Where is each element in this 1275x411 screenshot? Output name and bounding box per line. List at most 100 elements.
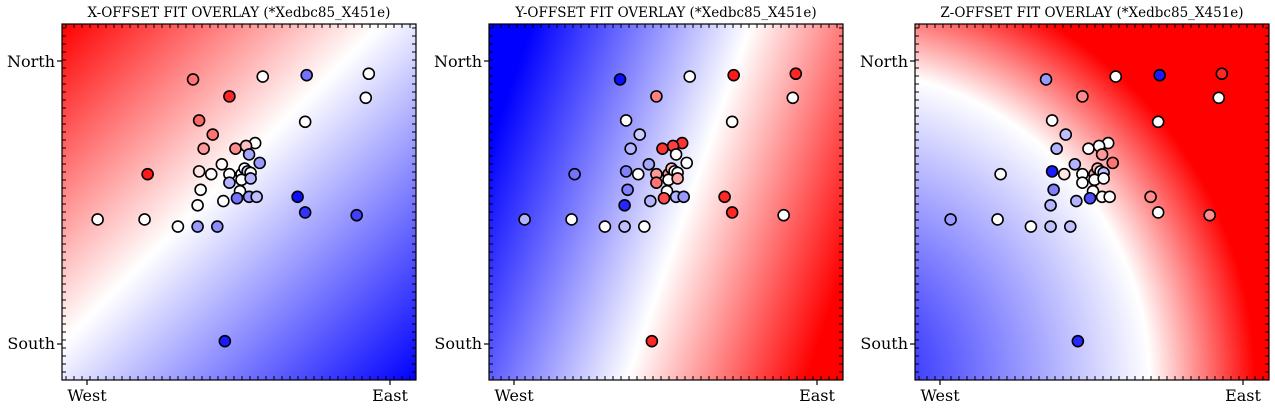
x-offset-point <box>138 213 151 226</box>
z-offset-point <box>1151 206 1165 219</box>
z-offset-point <box>1153 68 1166 82</box>
x-offset-point <box>91 213 104 226</box>
z-offset-point <box>1063 220 1077 233</box>
z-offset-frame <box>914 23 1270 381</box>
y-offset-point <box>618 199 631 212</box>
z-offset-point <box>991 213 1004 226</box>
y-offset-point <box>680 156 694 170</box>
x-offset-points <box>91 67 376 348</box>
z-offset-point <box>1203 208 1216 222</box>
x-offset-tick-south: South <box>7 334 55 353</box>
y-offset-tick-west: West <box>494 386 534 405</box>
y-offset-point <box>725 206 739 219</box>
z-offset-point <box>1076 90 1089 103</box>
x-offset-point <box>194 183 207 197</box>
y-offset-tick-east: East <box>799 386 835 405</box>
z-offset-point <box>1039 73 1053 86</box>
x-offset-ticks <box>57 24 416 385</box>
z-offset-point <box>1057 167 1071 181</box>
z-offset-ticks <box>910 24 1269 385</box>
y-offset-point <box>683 70 697 83</box>
x-offset-point <box>256 70 270 83</box>
z-offset-title: Z-OFFSET FIT OVERLAY (*Xedbc85_X451e) <box>940 5 1243 21</box>
x-offset-title: X-OFFSET FIT OVERLAY (*Xedbc85_X451e) <box>88 5 391 21</box>
y-offset-point <box>644 194 657 208</box>
y-offset-point <box>618 220 631 233</box>
z-offset-point <box>1068 157 1082 171</box>
x-offset-tick-west: West <box>67 386 107 405</box>
x-offset-tick-north: North <box>7 52 55 71</box>
x-offset-point <box>291 190 304 204</box>
z-offset-tick-south: South <box>860 334 908 353</box>
x-offset-point <box>359 91 373 105</box>
z-offset-point <box>1106 156 1120 170</box>
x-offset-point <box>204 167 218 181</box>
y-offset-point <box>568 167 581 181</box>
y-offset-point <box>631 167 645 181</box>
x-offset-point <box>186 73 200 86</box>
y-offset-point <box>645 334 659 348</box>
z-offset-point <box>1024 220 1038 233</box>
x-offset-point <box>350 208 363 222</box>
x-offset-frame <box>61 23 417 381</box>
z-offset-point <box>994 167 1007 181</box>
z-offset-tick-north: North <box>860 52 908 71</box>
y-offset-point <box>671 172 684 185</box>
x-offset-point <box>253 156 267 170</box>
z-offset-point <box>1103 190 1116 204</box>
x-offset-panel: X-OFFSET FIT OVERLAY (*Xedbc85_X451e) We… <box>7 5 417 405</box>
z-offset-point <box>1082 142 1095 156</box>
z-offset-point <box>1044 199 1057 212</box>
z-offset-point <box>1215 67 1229 81</box>
y-offset-point <box>642 157 656 171</box>
y-offset-point <box>619 114 633 127</box>
y-offset-point <box>656 142 669 156</box>
y-offset-point <box>637 220 651 233</box>
y-offset-point <box>565 213 578 226</box>
z-offset-point <box>1050 142 1063 156</box>
y-offset-tick-north: North <box>434 52 482 71</box>
x-offset-point <box>210 220 224 233</box>
z-offset-points <box>944 67 1229 348</box>
z-offset-point <box>1095 148 1109 161</box>
z-offset-point <box>1070 194 1083 208</box>
x-offset-point <box>217 194 230 208</box>
x-offset-point <box>191 199 204 212</box>
x-offset-point <box>191 220 204 233</box>
y-offset-points <box>518 67 803 348</box>
x-offset-point <box>223 90 236 103</box>
z-offset-point <box>1044 220 1057 233</box>
x-offset-point <box>244 172 257 185</box>
x-offset-tick-east: East <box>372 386 408 405</box>
z-offset-panel: Z-OFFSET FIT OVERLAY (*Xedbc85_X451e) We… <box>860 5 1270 405</box>
x-offset-point <box>362 67 376 81</box>
z-offset-point <box>1109 70 1123 83</box>
x-offset-point <box>215 157 229 171</box>
z-offset-point <box>1076 176 1089 189</box>
x-offset-point <box>197 142 210 156</box>
z-offset-point <box>1045 114 1059 127</box>
y-offset-point <box>613 73 627 86</box>
y-offset-point <box>727 68 740 82</box>
x-offset-point <box>192 114 206 127</box>
x-offset-point <box>230 191 244 205</box>
x-offset-point <box>300 68 313 82</box>
y-offset-point <box>657 191 671 205</box>
z-offset-point <box>1047 183 1060 197</box>
z-offset-point <box>944 213 957 226</box>
x-offset-point <box>250 190 263 204</box>
z-offset-point <box>1071 334 1085 348</box>
y-offset-point <box>677 190 690 204</box>
y-offset-ticks <box>484 24 843 385</box>
z-offset-tick-east: East <box>1225 386 1261 405</box>
y-offset-point <box>624 142 637 156</box>
x-offset-point <box>229 142 242 156</box>
z-offset-point <box>1059 128 1073 141</box>
x-offset-point <box>218 334 232 348</box>
z-offset-point <box>1151 115 1165 129</box>
y-offset-frame <box>488 23 844 381</box>
y-offset-point <box>621 183 634 197</box>
y-offset-point <box>718 190 731 204</box>
y-offset-point <box>650 90 663 103</box>
